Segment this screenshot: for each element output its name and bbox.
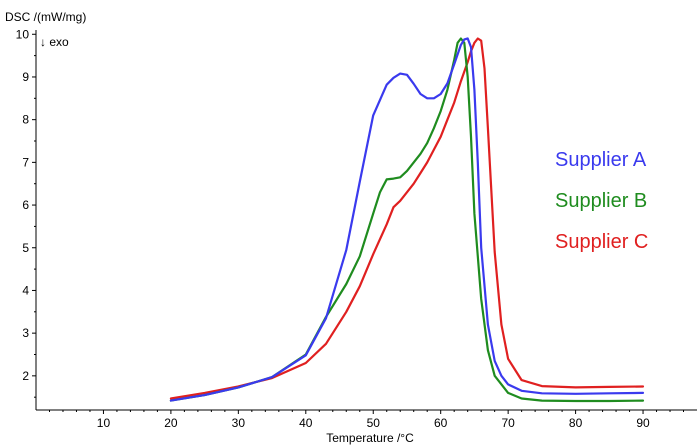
y-tick-label: 9 xyxy=(22,70,29,84)
x-tick-label: 50 xyxy=(367,416,381,430)
y-tick-label: 3 xyxy=(22,326,29,340)
x-axis-title: Temperature /°C xyxy=(326,431,414,445)
series-lines xyxy=(169,37,645,403)
y-axis-title: DSC /(mW/mg) xyxy=(5,10,86,24)
series-line-supplier-b xyxy=(169,37,645,403)
x-tick-label: 30 xyxy=(232,416,246,430)
legend-item-supplier-c: Supplier C xyxy=(555,231,648,253)
y-tick-label: 6 xyxy=(22,198,29,212)
series-line-supplier-c xyxy=(169,37,645,400)
x-tick-label: 90 xyxy=(636,416,650,430)
y-tick-label: 10 xyxy=(16,27,30,41)
y-tick-label: 7 xyxy=(22,155,29,169)
legend-item-supplier-a: Supplier A xyxy=(555,149,647,171)
x-tick-label: 40 xyxy=(299,416,313,430)
axes: 2 3 4 5 6 7 8 9 10 10 20 30 40 50 60 70 80 90 xyxy=(16,27,697,430)
legend: Supplier A Supplier B Supplier C xyxy=(555,149,648,253)
series-line-supplier-a xyxy=(169,37,645,402)
legend-item-supplier-b: Supplier B xyxy=(555,190,647,212)
y-tick-label: 8 xyxy=(22,113,29,127)
x-tick-label: 10 xyxy=(97,416,111,430)
x-tick-label: 20 xyxy=(164,416,178,430)
x-tick-label: 70 xyxy=(501,416,515,430)
y-tick-label: 4 xyxy=(22,283,29,297)
y-tick-label: 2 xyxy=(22,369,29,383)
exo-annotation: ↓ exo xyxy=(40,35,69,49)
y-tick-label: 5 xyxy=(22,241,29,255)
chart-text: DSC /(mW/mg) ↓ exo Temperature /°C xyxy=(5,10,414,445)
x-tick-label: 60 xyxy=(434,416,448,430)
x-tick-label: 80 xyxy=(569,416,583,430)
